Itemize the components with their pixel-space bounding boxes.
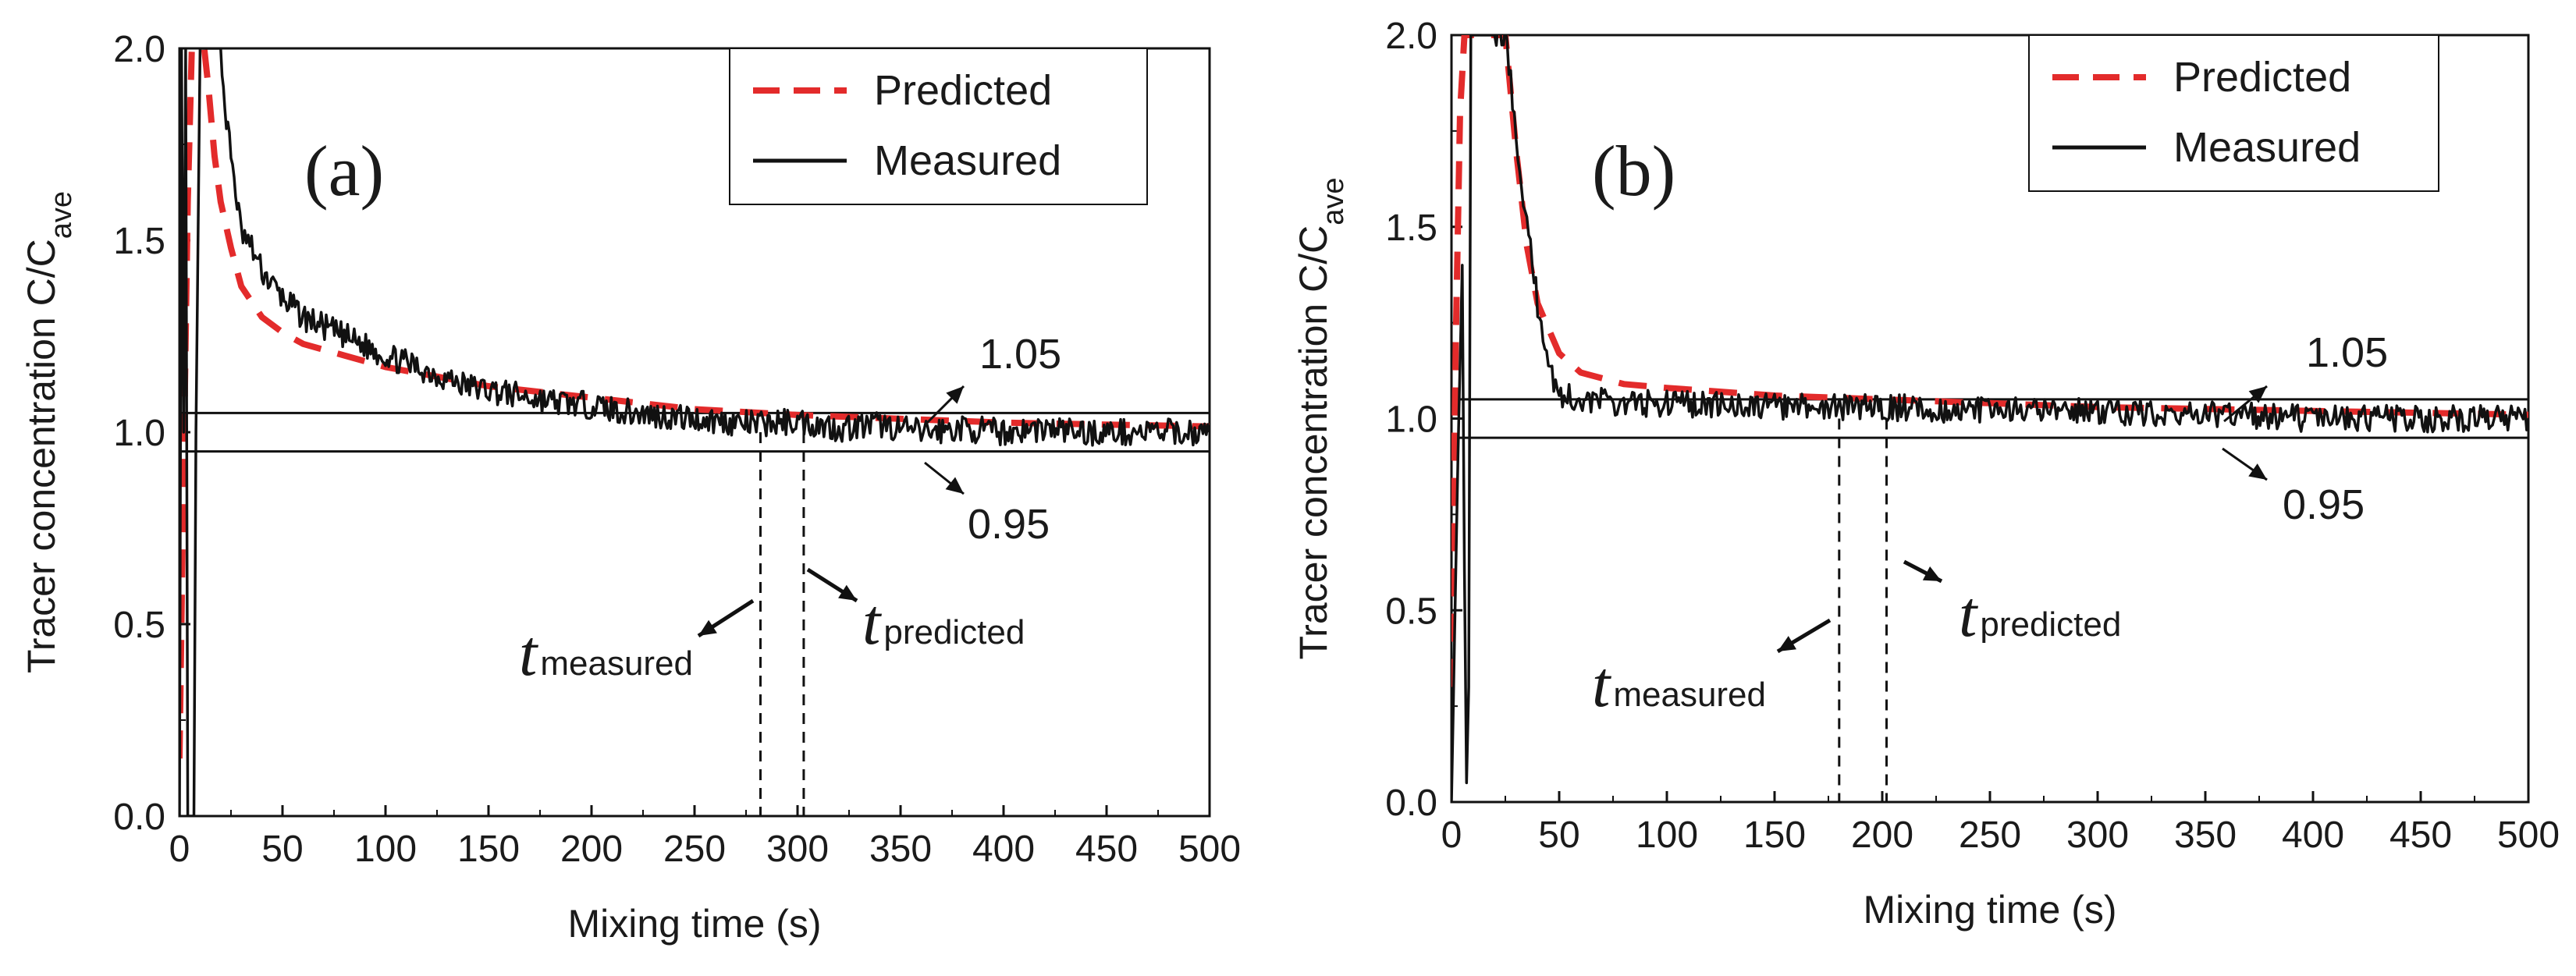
x-tick-label: 500	[1178, 829, 1241, 870]
x-tick-label: 350	[2174, 815, 2237, 856]
label-t-predicted: tpredicted	[862, 586, 1025, 658]
label-t-measured-sub: measured	[540, 644, 693, 683]
y-tick-label: 0.0	[1385, 783, 1437, 824]
label-t-predicted-sub: predicted	[1980, 605, 2121, 644]
arrow-lower-threshold-head	[2248, 463, 2267, 480]
label-t-measured: tmeasured	[519, 617, 693, 690]
y-tick-label: 1.0	[1385, 399, 1437, 441]
legend-box	[729, 48, 1148, 205]
label-t-predicted-t: t	[1959, 578, 1979, 651]
label-lower-threshold: 0.95	[968, 501, 1050, 548]
label-t-predicted-sub: predicted	[883, 613, 1025, 651]
x-tick-label: 450	[2389, 815, 2452, 856]
arrow-lower-threshold-head	[945, 477, 964, 494]
y-tick-label: 1.5	[1385, 208, 1437, 249]
x-tick-label: 500	[2497, 815, 2560, 856]
y-axis-title-sub: ave	[45, 191, 78, 239]
arrow-t-measured-head	[698, 619, 717, 636]
label-upper-threshold: 1.05	[979, 331, 1061, 378]
y-tick-label: 0.5	[113, 605, 165, 646]
x-axis-title: Mixing time (s)	[567, 902, 821, 946]
x-tick-label: 100	[354, 829, 417, 870]
y-tick-label: 0.0	[113, 797, 165, 838]
label-t-predicted: tpredicted	[1959, 578, 2121, 651]
label-t-measured: tmeasured	[1592, 648, 1766, 721]
arrow-t-predicted-head	[838, 584, 857, 601]
series-line-measured	[179, 48, 1210, 816]
label-t-measured-t: t	[1592, 648, 1612, 721]
x-tick-label: 250	[663, 829, 726, 870]
arrow-t-predicted-head	[1922, 566, 1942, 581]
x-tick-label: 400	[972, 829, 1035, 870]
panel-b: 0 50 100 150 200 250 300 350 400 450 500 0.0 0.5 1.0 1…	[1292, 16, 2560, 932]
arrow-t-measured-head	[1778, 636, 1797, 651]
x-tick-label: 50	[261, 829, 303, 870]
x-tick-label: 450	[1075, 829, 1138, 870]
x-tick-label: 50	[1538, 815, 1579, 856]
y-axis-title-sub: ave	[1317, 178, 1350, 225]
panel-label: (a)	[304, 131, 384, 211]
x-tick-label: 300	[2066, 815, 2129, 856]
legend-entry-predicted: Predicted	[874, 67, 1052, 114]
label-t-measured-t: t	[519, 617, 539, 690]
series-group	[1451, 35, 2528, 802]
x-tick-label: 0	[169, 829, 190, 870]
arrow-upper-threshold-head	[2248, 386, 2267, 403]
x-axis-title: Mixing time (s)	[1863, 888, 2116, 932]
panel-a: 0 50 100 150 200 250 300 350 400 450 500 0.0 0.5 1.0 1…	[20, 29, 1241, 946]
y-axis-title-main: Tracer concentration C/C	[1292, 225, 1335, 660]
legend-box	[2028, 34, 2439, 192]
series-group	[179, 48, 1210, 816]
x-tick-label: 150	[1743, 815, 1806, 856]
legend-entry-predicted: Predicted	[2173, 54, 2351, 101]
x-tick-label: 200	[1851, 815, 1913, 856]
x-tick-label: 150	[457, 829, 520, 870]
x-tick-label: 400	[2282, 815, 2344, 856]
legend-entry-measured: Measured	[2173, 124, 2361, 171]
arrow-upper-threshold-head	[946, 386, 964, 404]
label-lower-threshold: 0.95	[2283, 481, 2365, 528]
y-tick-label: 2.0	[1385, 16, 1437, 57]
series-line-measured	[1451, 35, 2528, 802]
x-tick-label: 200	[560, 829, 623, 870]
x-tick-label: 0	[1441, 815, 1462, 856]
y-axis-title: Tracer concentration C/Cave	[20, 191, 78, 673]
label-t-measured-sub: measured	[1613, 676, 1766, 714]
panel-label: (b)	[1592, 131, 1675, 211]
y-tick-label: 1.0	[113, 413, 165, 454]
y-tick-label: 2.0	[113, 29, 165, 70]
x-tick-label: 300	[766, 829, 829, 870]
y-tick-label: 1.5	[113, 221, 165, 262]
y-axis-title: Tracer concentration C/Cave	[1292, 178, 1350, 660]
x-tick-label: 350	[869, 829, 932, 870]
label-upper-threshold: 1.05	[2306, 329, 2388, 376]
legend-entry-measured: Measured	[874, 137, 1061, 184]
x-tick-label: 250	[1959, 815, 2021, 856]
label-t-predicted-t: t	[862, 586, 883, 658]
x-tick-label: 100	[1636, 815, 1698, 856]
y-axis-title-main: Tracer concentration C/C	[20, 239, 63, 673]
y-tick-label: 0.5	[1385, 591, 1437, 632]
